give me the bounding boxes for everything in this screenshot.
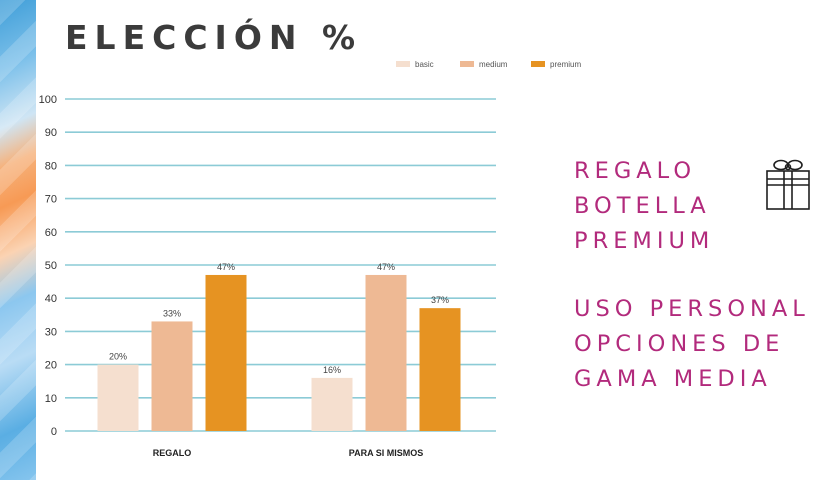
legend-label-medium: medium — [479, 60, 508, 69]
message-line: OPCIONES DE — [574, 331, 785, 357]
y-tick-label: 30 — [45, 326, 57, 338]
legend-label-basic: basic — [415, 60, 434, 69]
y-tick-label: 60 — [45, 227, 57, 239]
y-tick-label: 20 — [45, 360, 57, 372]
message-line: PREMIUM — [574, 228, 715, 254]
bar-value-label: 47% — [217, 262, 235, 272]
legend-swatch-basic — [396, 61, 410, 67]
bar-premium — [205, 274, 247, 431]
x-category-label: REGALO — [153, 448, 192, 458]
message-line: USO PERSONAL — [574, 296, 810, 322]
message-line: BOTELLA — [574, 193, 711, 219]
message-line: GAMA MEDIA — [574, 366, 772, 392]
chart-y-tick-labels: 0 10 20 30 40 50 60 70 80 90 100 — [39, 94, 57, 438]
y-tick-label: 50 — [45, 260, 57, 272]
bar-premium — [419, 308, 461, 431]
y-tick-label: 90 — [45, 127, 57, 139]
bar-medium — [151, 321, 193, 431]
y-tick-label: 80 — [45, 160, 57, 172]
y-tick-label: 40 — [45, 293, 57, 305]
y-tick-label: 100 — [39, 94, 57, 106]
bar-value-label: 33% — [163, 308, 181, 318]
legend-label-premium: premium — [550, 60, 581, 69]
message-block-personal: USO PERSONAL OPCIONES DE GAMA MEDIA — [574, 292, 810, 397]
legend-swatch-premium — [531, 61, 545, 67]
bar-basic — [311, 377, 353, 431]
x-category-label: PARA SI MISMOS — [349, 448, 424, 458]
chart-data-labels: 20% 33% 47% 16% 47% 37% — [109, 262, 449, 375]
bar-value-label: 16% — [323, 365, 341, 375]
legend-swatch-medium — [460, 61, 474, 67]
chart-legend: basic medium premium — [396, 60, 581, 69]
y-tick-label: 70 — [45, 194, 57, 206]
bar-value-label: 20% — [109, 352, 127, 362]
bar-basic — [97, 364, 139, 431]
page-title: ELECCIÓN % — [65, 18, 363, 57]
y-tick-label: 0 — [51, 426, 57, 438]
gift-icon — [766, 159, 810, 210]
chart-bars — [97, 274, 461, 431]
bar-medium — [365, 274, 407, 431]
y-tick-label: 10 — [45, 393, 57, 405]
decorative-side-strip — [0, 0, 36, 480]
chart-x-category-labels: REGALO PARA SI MISMOS — [153, 448, 424, 458]
bar-value-label: 47% — [377, 262, 395, 272]
message-block-gift: REGALO BOTELLA PREMIUM — [574, 154, 714, 259]
message-line: REGALO — [574, 158, 697, 184]
bar-value-label: 37% — [431, 295, 449, 305]
